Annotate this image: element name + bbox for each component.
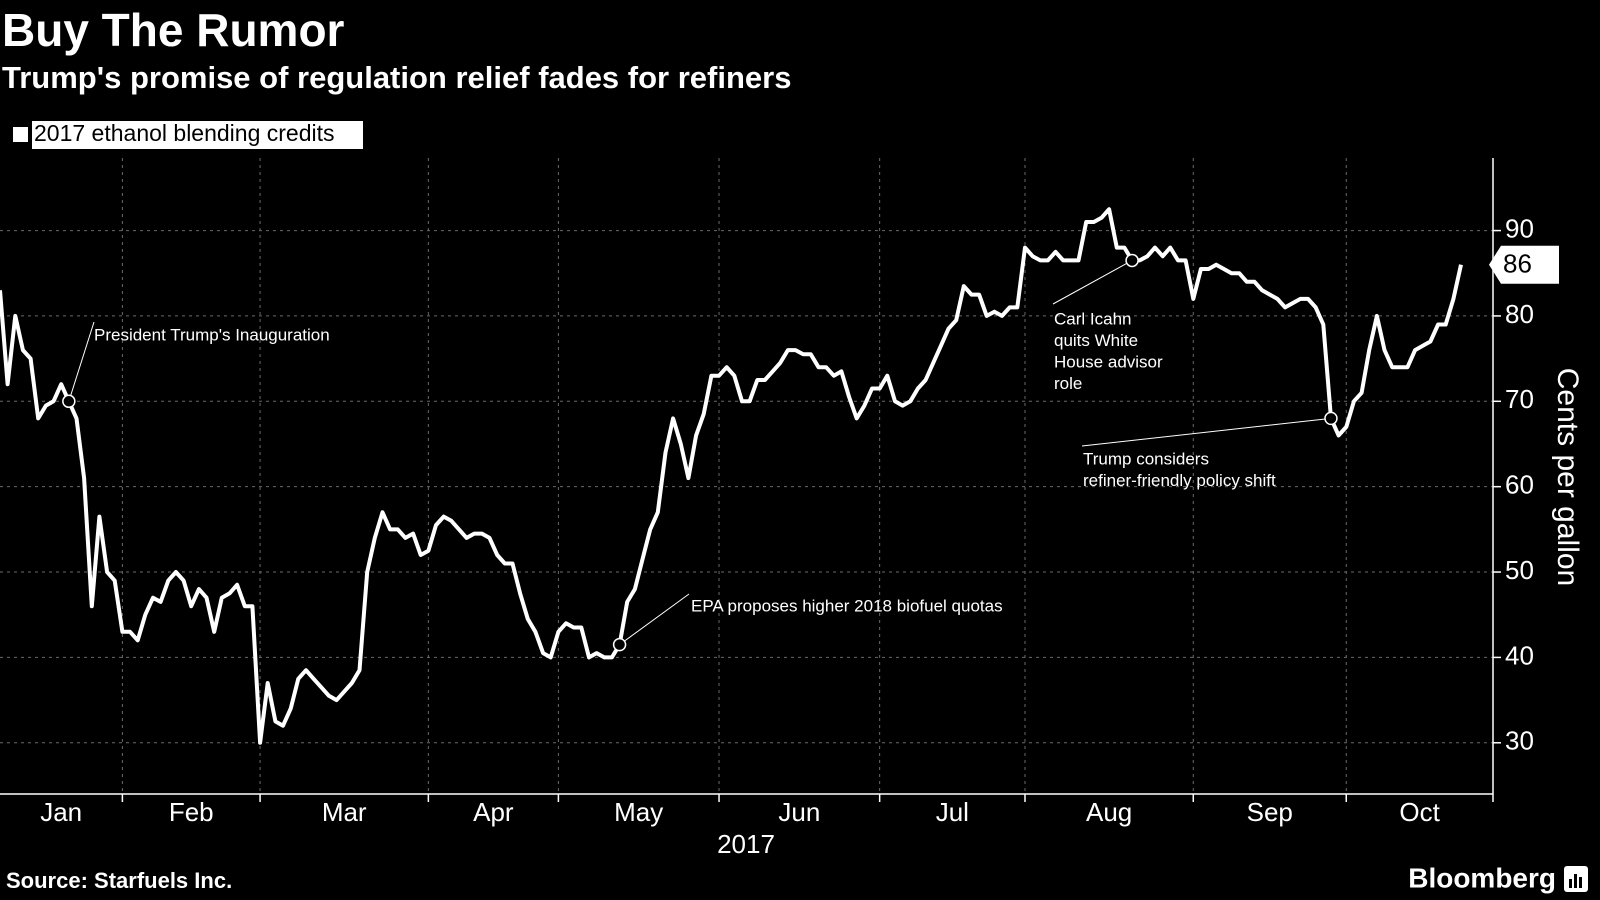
annotation-marker — [1324, 411, 1338, 426]
y-axis-label: Cents per gallon — [1551, 368, 1584, 586]
legend-highlight — [32, 121, 363, 149]
series-line — [0, 207, 1463, 745]
annotation-text: Trump considers — [1083, 449, 1209, 468]
source: Source: Starfuels Inc. — [6, 868, 232, 893]
x-tick-label: Oct — [1399, 797, 1440, 827]
x-tick-label: Sep — [1247, 797, 1293, 827]
y-tick-label: 70 — [1505, 384, 1534, 414]
legend-swatch — [13, 127, 28, 142]
legend: 2017 ethanol blending credits — [13, 120, 363, 149]
annotation-leader — [1052, 260, 1133, 305]
annotation-marker — [62, 394, 76, 409]
annotation-text: EPA proposes higher 2018 biofuel quotas — [691, 596, 1003, 615]
y-tick-label: 60 — [1505, 470, 1534, 500]
annotation-text: refiner-friendly policy shift — [1083, 471, 1276, 490]
annotation-text: quits White — [1054, 331, 1138, 350]
x-tick-label: Aug — [1086, 797, 1132, 827]
x-tick-label: Jan — [40, 797, 82, 827]
chart-subtitle: Trump's promise of regulation relief fad… — [2, 60, 791, 95]
annotation-text: House advisor — [1054, 352, 1163, 371]
x-tick-label: Jun — [778, 797, 820, 827]
x-axis-label: 2017 — [717, 829, 775, 859]
last-value-label: 86 — [1503, 249, 1532, 279]
legend-label: 2017 ethanol blending credits — [34, 120, 335, 146]
x-tick-label: Apr — [473, 797, 514, 827]
x-tick-label: Mar — [322, 797, 367, 827]
y-tick-label: 30 — [1505, 726, 1534, 756]
annotation-leader — [68, 321, 95, 402]
chart-title: Buy The Rumor — [2, 4, 345, 56]
annotation-marker — [1125, 253, 1139, 268]
x-tick-label: Feb — [169, 797, 214, 827]
y-tick-label: 80 — [1505, 299, 1534, 329]
annotation-leader — [619, 593, 690, 646]
last-value-flag — [1489, 245, 1559, 284]
annotation-marker — [612, 637, 627, 652]
annotation-text: Carl Icahn — [1054, 309, 1131, 328]
annotation-text: President Trump's Inauguration — [94, 325, 330, 344]
brand: Bloomberg — [1408, 862, 1556, 893]
y-tick-label: 40 — [1505, 640, 1534, 670]
annotation-text: role — [1054, 374, 1082, 393]
y-tick-label: 50 — [1505, 555, 1534, 585]
x-tick-label: Jul — [936, 797, 969, 827]
y-tick-label: 90 — [1505, 213, 1534, 243]
x-tick-label: May — [614, 797, 663, 827]
brand-icon — [1564, 866, 1588, 892]
annotation-leader — [1081, 417, 1332, 447]
